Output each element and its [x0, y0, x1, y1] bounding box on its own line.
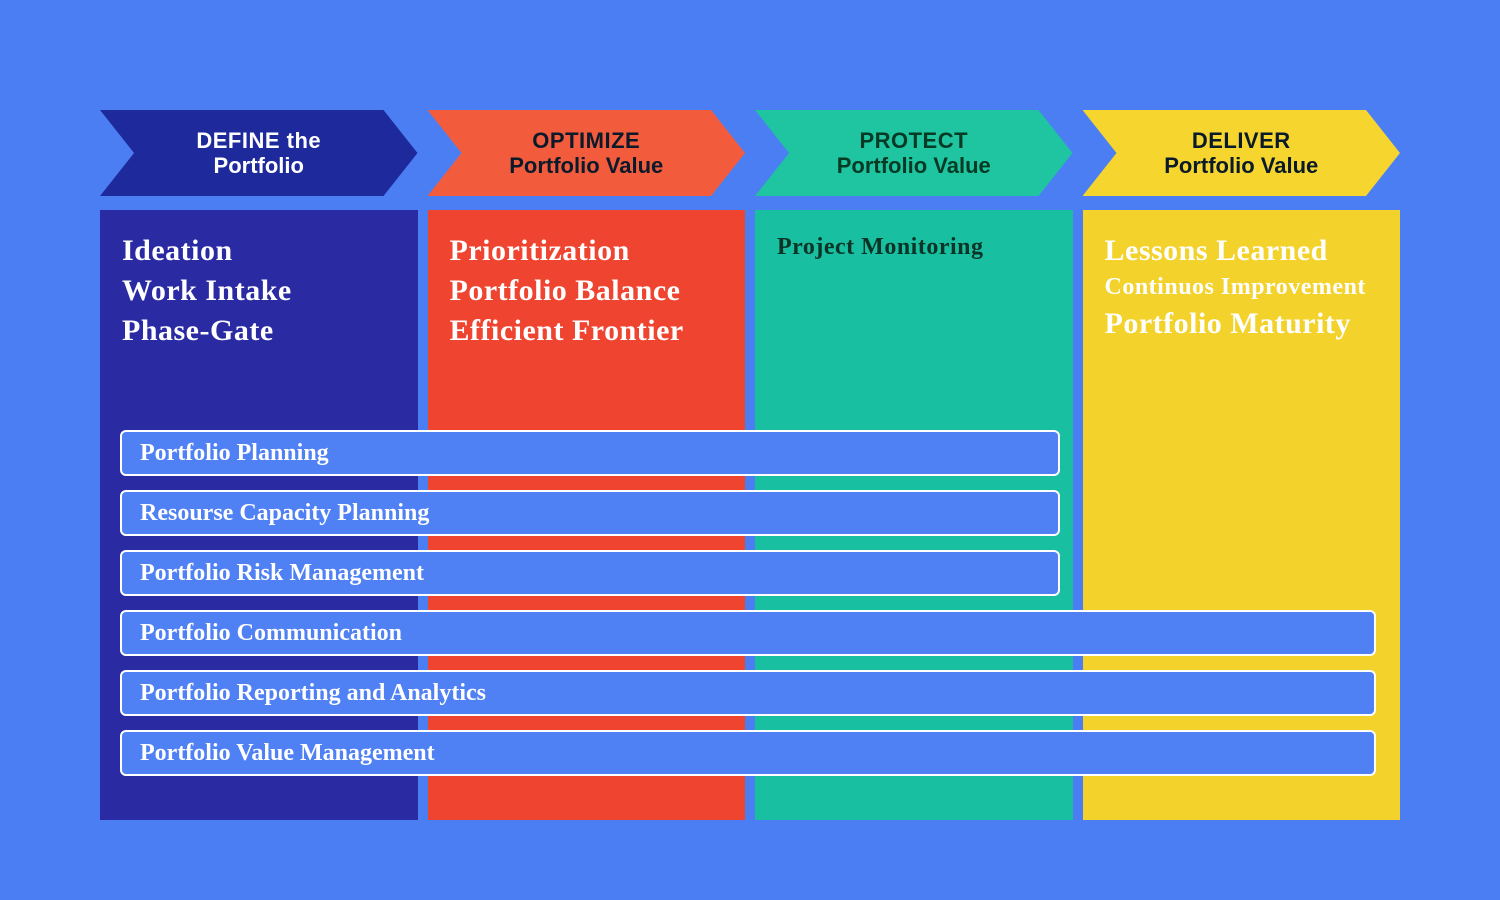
phase-title-line2: Portfolio Value	[509, 153, 663, 178]
columns-container: DEFINE thePortfolio Ideation Work Intake Ph…	[100, 110, 1400, 820]
phase-item: Portfolio Maturity	[1105, 307, 1379, 341]
phase-item: Project Monitoring	[777, 234, 1051, 261]
phase-arrow-optimize: OPTIMIZEPortfolio Value	[428, 110, 746, 196]
phase-item: Work Intake	[122, 274, 396, 308]
phase-title-line1: DEFINE the	[196, 128, 321, 153]
phase-title-line1: DELIVER	[1192, 128, 1291, 153]
phase-item: Efficient Frontier	[450, 314, 724, 348]
phase-panel-protect: Project Monitoring	[755, 210, 1073, 820]
phase-panel-deliver: Lessons Learned Continuos Improvement Port…	[1083, 210, 1401, 820]
phase-item: Portfolio Balance	[450, 274, 724, 308]
phase-item: Phase-Gate	[122, 314, 396, 348]
phase-panel-define: Ideation Work Intake Phase-Gate	[100, 210, 418, 820]
column-define: DEFINE thePortfolio Ideation Work Intake Ph…	[100, 110, 418, 820]
phase-arrow-deliver: DELIVERPortfolio Value	[1083, 110, 1401, 196]
column-protect: PROTECTPortfolio Value Project Monitoring	[755, 110, 1073, 820]
phase-item: Lessons Learned	[1105, 234, 1379, 268]
phase-title-line2: Portfolio Value	[837, 153, 991, 178]
phase-item: Ideation	[122, 234, 396, 268]
phase-panel-optimize: Prioritization Portfolio Balance Efficient…	[428, 210, 746, 820]
phase-arrow-define: DEFINE thePortfolio	[100, 110, 418, 196]
phase-title-line2: Portfolio Value	[1164, 153, 1318, 178]
phase-title-line2: Portfolio	[214, 153, 304, 178]
phase-item: Continuos Improvement	[1105, 274, 1379, 301]
phase-item: Prioritization	[450, 234, 724, 268]
phase-title-line1: OPTIMIZE	[532, 128, 640, 153]
column-optimize: OPTIMIZEPortfolio Value Prioritization Por…	[428, 110, 746, 820]
diagram-canvas: DEFINE thePortfolio Ideation Work Intake Ph…	[0, 0, 1500, 900]
phase-arrow-protect: PROTECTPortfolio Value	[755, 110, 1073, 196]
column-deliver: DELIVERPortfolio Value Lessons Learned Con…	[1083, 110, 1401, 820]
phase-title-line1: PROTECT	[859, 128, 968, 153]
